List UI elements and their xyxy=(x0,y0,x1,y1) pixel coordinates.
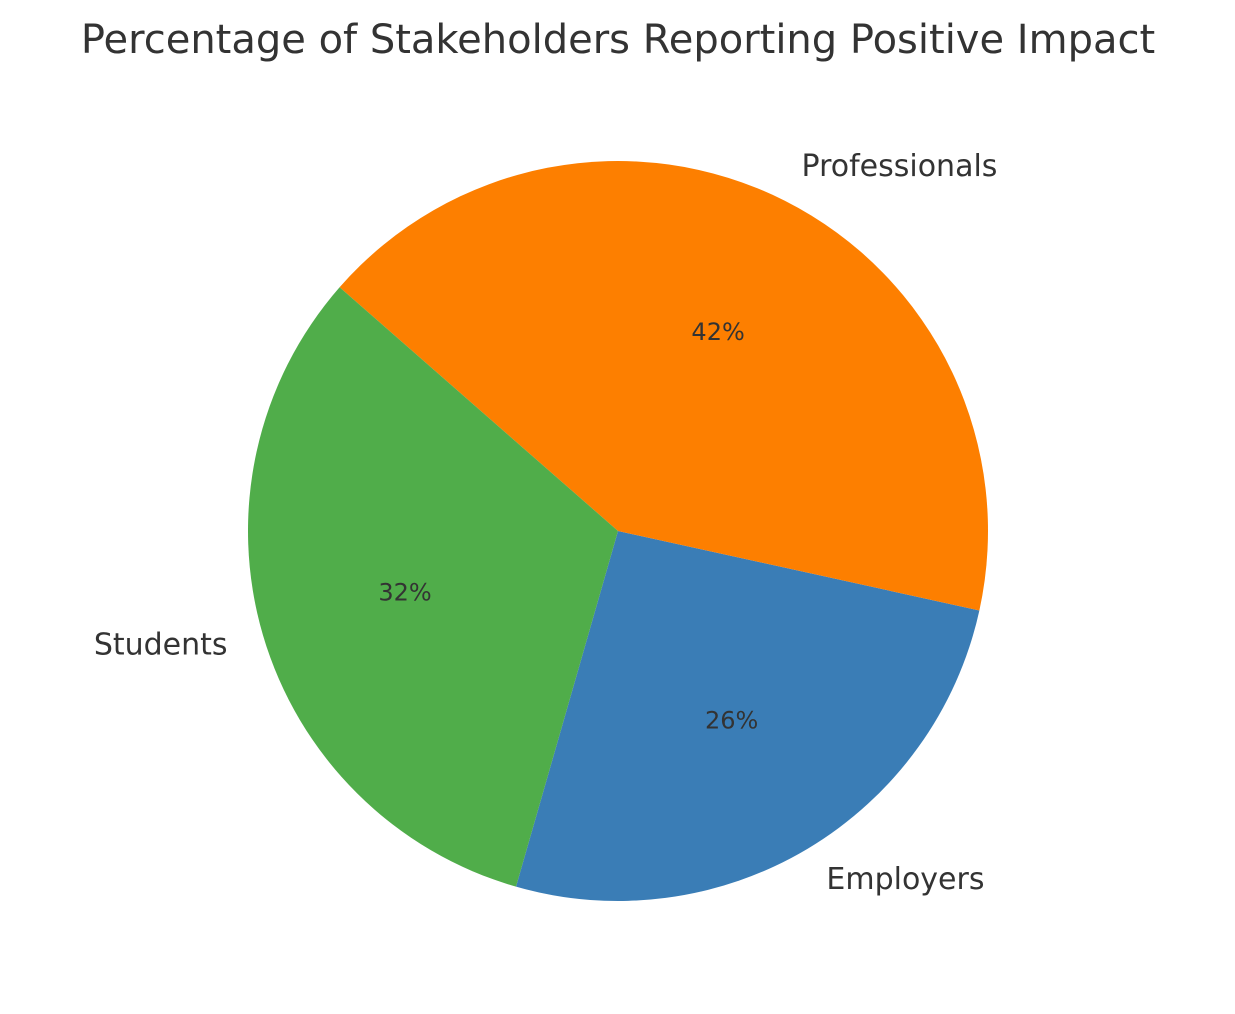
slice-label-employers: Employers xyxy=(826,862,984,897)
chart-title: Percentage of Stakeholders Reporting Pos… xyxy=(81,17,1155,63)
pie-slice-students xyxy=(247,287,618,887)
slice-percent-employers: 26% xyxy=(705,707,758,735)
pie-slice-employers xyxy=(516,531,980,901)
slice-label-professionals: Professionals xyxy=(802,149,998,184)
pie-slices xyxy=(247,160,989,901)
slice-percent-students: 32% xyxy=(378,579,431,607)
pie-slice-professionals xyxy=(339,160,989,611)
pie-labels: Employers 26% Professionals 42% Students 32% xyxy=(94,149,998,897)
slice-percent-professionals: 42% xyxy=(691,318,744,346)
slice-label-students: Students xyxy=(94,627,228,662)
